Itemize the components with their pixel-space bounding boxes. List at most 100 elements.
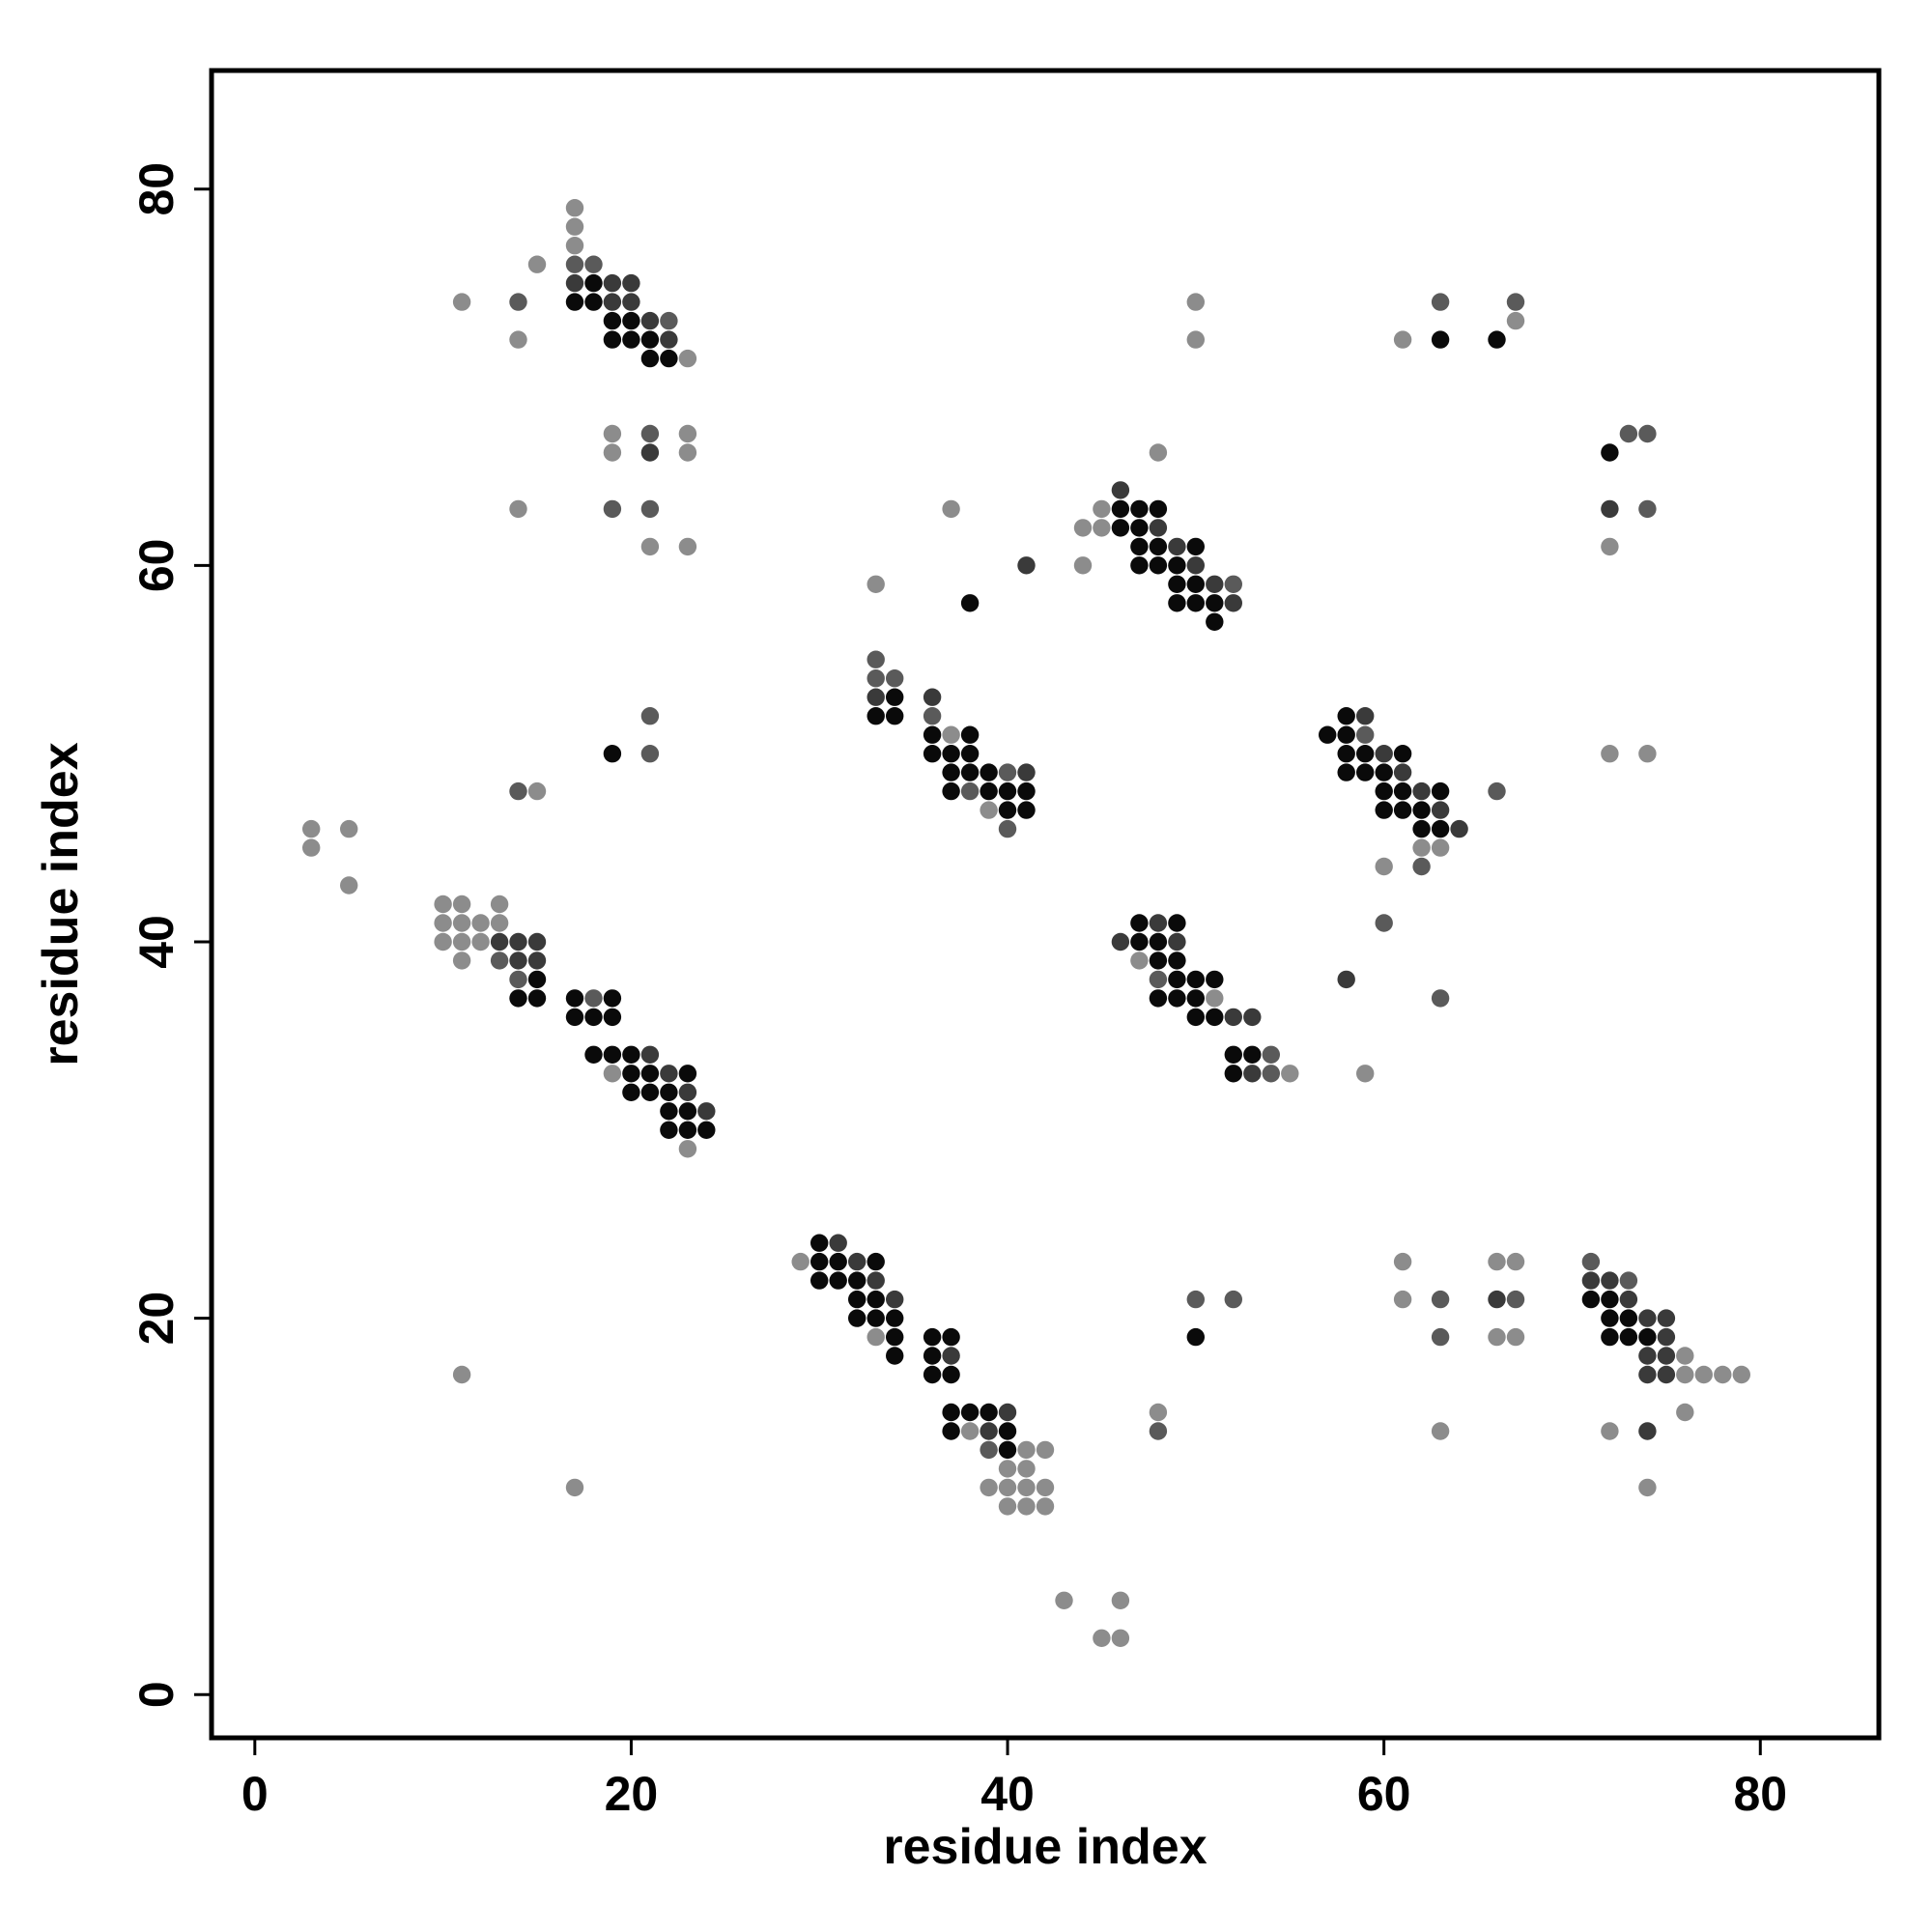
data-point [603, 1045, 622, 1065]
data-point [1393, 763, 1412, 781]
data-point [1262, 1065, 1281, 1083]
data-point [867, 688, 885, 706]
data-point [1149, 914, 1168, 932]
data-point [565, 989, 584, 1008]
data-point [1073, 556, 1093, 575]
data-point [603, 424, 622, 443]
data-point [678, 1065, 697, 1083]
data-point [603, 443, 622, 462]
data-point [998, 819, 1017, 838]
data-point [1356, 725, 1375, 744]
data-point [1186, 556, 1206, 575]
data-point [1093, 1629, 1111, 1648]
data-point [490, 914, 509, 932]
data-point [998, 1460, 1017, 1478]
data-point [1356, 707, 1375, 725]
data-point [622, 1065, 640, 1083]
data-point [1393, 745, 1412, 763]
data-point [980, 1422, 998, 1440]
data-point [640, 707, 660, 725]
x-tick-label: 40 [980, 1767, 1035, 1821]
data-point [923, 1365, 942, 1384]
data-point [1149, 537, 1168, 556]
data-point [1319, 725, 1337, 744]
data-point [1601, 1271, 1619, 1290]
data-point [942, 499, 960, 519]
data-point [1657, 1327, 1676, 1347]
data-point [1111, 1629, 1130, 1648]
data-point [1130, 932, 1149, 952]
data-point [1638, 499, 1657, 519]
data-point [1412, 857, 1431, 876]
data-point [848, 1290, 867, 1309]
y-tick-label: 60 [129, 539, 184, 593]
data-point [1581, 1252, 1601, 1271]
data-point [1638, 745, 1657, 763]
data-point [509, 952, 527, 970]
data-point [527, 781, 547, 801]
data-point [1393, 1290, 1412, 1309]
data-point [1149, 1403, 1168, 1422]
data-point [584, 273, 603, 293]
data-point [490, 895, 509, 914]
data-point [886, 669, 904, 688]
data-point [340, 876, 358, 895]
data-point [565, 293, 584, 311]
data-point [1206, 575, 1224, 593]
data-point [452, 914, 471, 932]
data-point [1375, 745, 1393, 763]
data-point [1206, 970, 1224, 989]
data-point [960, 763, 980, 781]
data-point [1168, 989, 1186, 1008]
data-point [1337, 707, 1355, 725]
data-point [1224, 575, 1243, 593]
data-point [1601, 443, 1619, 462]
x-tick-label: 20 [605, 1767, 659, 1821]
data-point [867, 669, 885, 688]
data-point [1375, 857, 1393, 876]
data-point [584, 255, 603, 273]
x-tick-label: 80 [1733, 1767, 1787, 1821]
data-point [1224, 1290, 1243, 1309]
data-point [1036, 1478, 1055, 1497]
data-point [678, 1140, 697, 1158]
data-point [886, 1290, 904, 1309]
data-point [810, 1234, 829, 1252]
data-point [1601, 745, 1619, 763]
data-point [998, 1422, 1017, 1440]
data-point [1375, 914, 1393, 932]
data-point [340, 819, 358, 838]
data-point [923, 707, 942, 725]
data-point [565, 1008, 584, 1027]
data-point [1581, 1271, 1601, 1290]
data-point [1431, 293, 1450, 311]
data-point [1375, 801, 1393, 819]
data-point [1638, 1327, 1657, 1347]
data-point [1186, 575, 1206, 593]
data-point [1488, 781, 1506, 801]
data-point [490, 932, 509, 952]
data-point [1149, 499, 1168, 519]
data-point [1186, 537, 1206, 556]
data-point [1130, 519, 1149, 537]
data-point [886, 1309, 904, 1327]
data-point [678, 424, 697, 443]
data-point [980, 1478, 998, 1497]
data-point [660, 311, 678, 330]
data-point [452, 293, 471, 311]
data-point [867, 1309, 885, 1327]
x-tick-label: 60 [1357, 1767, 1411, 1821]
data-point [1149, 443, 1168, 462]
data-point [660, 349, 678, 368]
data-point [1657, 1365, 1676, 1384]
data-point [1601, 1290, 1619, 1309]
data-point [1186, 1327, 1206, 1347]
data-point [1601, 499, 1619, 519]
data-point [848, 1309, 867, 1327]
data-point [1224, 594, 1243, 612]
data-point [1130, 537, 1149, 556]
data-point [1506, 1290, 1525, 1309]
data-point [1130, 952, 1149, 970]
data-point [471, 932, 490, 952]
data-point [1393, 330, 1412, 349]
